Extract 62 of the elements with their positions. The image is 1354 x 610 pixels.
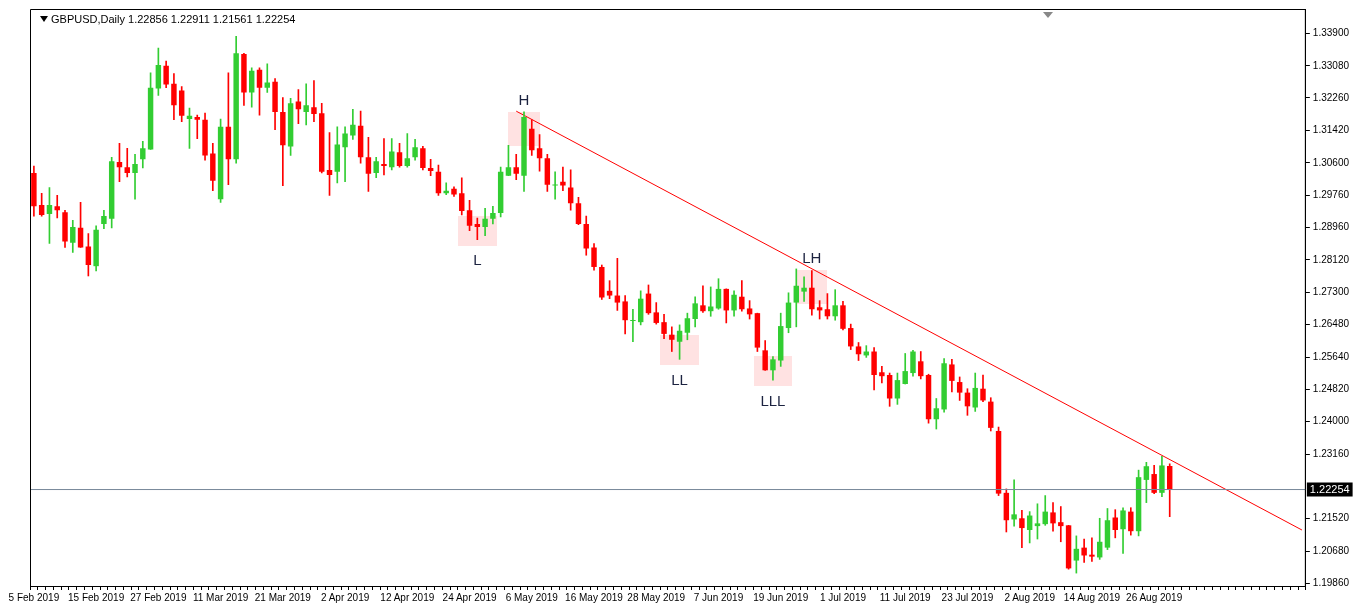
- x-tick-label: 11 Mar 2019: [192, 591, 249, 603]
- candlestick: [700, 285, 706, 313]
- y-tick-label: 1.32260: [1312, 91, 1350, 103]
- candlestick: [404, 133, 411, 168]
- y-tick-label: 1.30600: [1312, 156, 1350, 168]
- y-tick-label: 1.28960: [1312, 220, 1350, 232]
- candlestick: [381, 138, 387, 176]
- x-tick-label: 19 Jun 2019: [753, 591, 809, 603]
- x-tick-label: 7 Jun 2019: [693, 591, 744, 603]
- candlestick: [1089, 537, 1095, 562]
- y-tick-label: 1.33900: [1312, 27, 1350, 39]
- y-tick-label: 1.27300: [1312, 285, 1350, 297]
- chart-title: GBPUSD,Daily 1.22856 1.22911 1.21561 1.22254: [51, 13, 296, 25]
- y-tick-label: 1.28120: [1312, 253, 1350, 265]
- x-tick-label: 14 Aug 2019: [1063, 591, 1121, 603]
- candlestick: [54, 195, 60, 219]
- y-tick-label: 1.24000: [1312, 414, 1350, 426]
- y-tick-label: 1.33080: [1312, 59, 1350, 71]
- annotation: H: [518, 90, 530, 108]
- y-tick-label: 1.24820: [1312, 382, 1350, 394]
- y-tick-label: 1.26480: [1312, 317, 1350, 329]
- x-tick-label: 1 Jul 2019: [819, 591, 867, 603]
- x-tick-label: 27 Feb 2019: [130, 591, 187, 603]
- x-tick-label: 21 Mar 2019: [254, 591, 312, 603]
- annotation: LH: [802, 249, 822, 267]
- candlestick: [311, 80, 317, 123]
- candlestick: [552, 171, 558, 200]
- x-tick-label: 16 May 2019: [565, 591, 624, 603]
- candlestick: [342, 126, 348, 182]
- candlestick: [132, 153, 138, 200]
- x-tick-label: 6 May 2019: [505, 591, 559, 603]
- candlestick: [669, 326, 675, 352]
- x-tick-label: 2 Apr 2019: [320, 591, 370, 603]
- annotation: LL: [671, 370, 688, 388]
- y-tick-label: 1.25640: [1312, 350, 1350, 362]
- ref-line-label: 1.22254: [1309, 482, 1350, 495]
- candlestick: [560, 166, 566, 191]
- y-tick-label: 1.21520: [1312, 512, 1350, 524]
- candlestick: [303, 83, 309, 126]
- y-tick-label: 1.20680: [1312, 544, 1350, 556]
- x-tick-label: 23 Jul 2019: [941, 591, 994, 603]
- y-tick-label: 1.31420: [1312, 124, 1350, 136]
- annotation: LLL: [760, 391, 786, 409]
- candlestick: [801, 276, 807, 302]
- x-tick-label: 2 Aug 2019: [1004, 591, 1056, 603]
- candlestick: [879, 366, 885, 384]
- candlestick: [124, 148, 130, 178]
- candlestick: [194, 114, 200, 139]
- x-tick-label: 28 May 2019: [627, 591, 686, 603]
- x-tick-label: 15 Feb 2019: [68, 591, 125, 603]
- candlestick: [1011, 479, 1017, 527]
- x-tick-label: 24 Apr 2019: [442, 591, 497, 603]
- y-tick-label: 1.29760: [1312, 189, 1350, 201]
- candlestick: [630, 308, 636, 343]
- x-tick-label: 26 Aug 2019: [1126, 591, 1183, 603]
- x-tick-label: 12 Apr 2019: [380, 591, 435, 603]
- candlestick: [1058, 506, 1064, 543]
- y-tick-label: 1.19860: [1312, 577, 1350, 589]
- annotation: L: [473, 251, 482, 269]
- x-tick-label: 5 Feb 2019: [8, 591, 60, 603]
- y-tick-label: 1.23160: [1312, 447, 1350, 459]
- x-tick-label: 11 Jul 2019: [879, 591, 932, 603]
